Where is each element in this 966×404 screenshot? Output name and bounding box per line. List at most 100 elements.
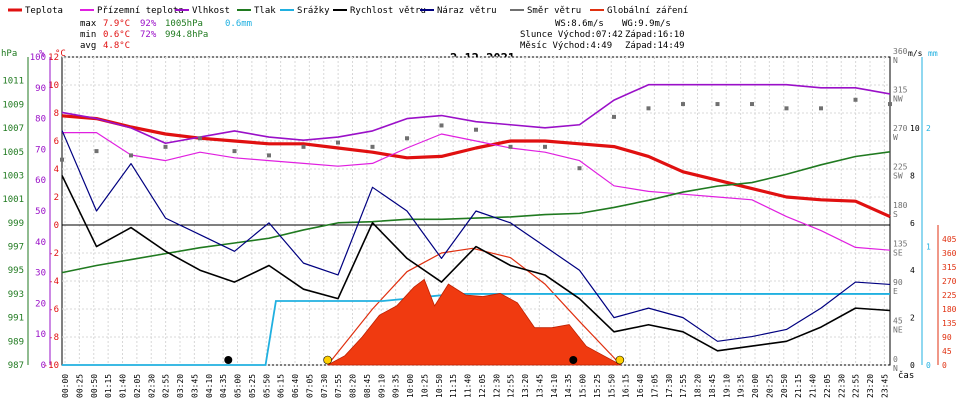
dir-tick-label: N: [893, 364, 898, 373]
x-tick-label: 16:15: [622, 374, 631, 398]
temp-tick-label: -10: [43, 361, 59, 371]
x-tick-label: 05:00: [234, 374, 243, 398]
legend-label: Tlak: [254, 6, 276, 16]
x-tick-label: 21:15: [794, 374, 803, 398]
rad-tick-label: 90: [942, 333, 952, 342]
dir-tick-label: 180: [893, 201, 908, 210]
pct-tick-label: 90: [35, 84, 46, 94]
x-tick-label: 03:45: [190, 374, 199, 398]
dir-tick-label: S: [893, 210, 898, 219]
dir-tick-label: 315: [893, 86, 908, 95]
pct-tick-label: 100: [30, 53, 46, 63]
x-tick-label: 16:40: [636, 374, 645, 398]
pct-tick-label: 50: [35, 207, 46, 217]
pct-tick-label: 30: [35, 269, 46, 279]
dir-tick-label: N: [893, 56, 898, 65]
rad-tick-label: 0: [942, 361, 947, 370]
wind-direction-point: [198, 136, 202, 141]
x-tick-label: 17:05: [650, 374, 659, 398]
wind-direction-point: [370, 144, 375, 149]
x-tick-label: 13:45: [535, 374, 544, 398]
dir-tick-label: 90: [893, 278, 903, 287]
hpa-tick-label: 989: [8, 337, 24, 347]
sun-marker: [615, 355, 625, 365]
wind-direction-point: [612, 114, 616, 119]
moon-marker: [569, 356, 578, 364]
axis-unit-label: °C: [55, 49, 66, 59]
x-tick-label: 12:05: [478, 374, 487, 398]
x-tick-label: 05:25: [248, 374, 257, 398]
temp-tick-label: 4: [54, 165, 59, 175]
astro-sun: Slunce Východ:07:42: [520, 30, 623, 40]
legend-item: Vlhkost: [175, 6, 230, 16]
hpa-tick-label: 1011: [2, 77, 24, 87]
temp-tick-label: 12: [48, 53, 59, 63]
dir-tick-label: SE: [893, 249, 903, 258]
x-tick-label: 03:20: [176, 374, 185, 398]
x-tick-label: 06:40: [291, 374, 300, 398]
temp-tick-label: 6: [54, 137, 59, 147]
x-tick-label: 12:55: [507, 374, 516, 398]
legend-item: Tlak: [237, 6, 276, 16]
wind-direction-point: [853, 97, 858, 102]
x-tick-label: 00:50: [90, 374, 99, 398]
x-tick-label: 02:30: [147, 374, 156, 398]
legend-item: Přízemní teplota: [80, 6, 184, 16]
legend-label: Vlhkost: [192, 6, 230, 16]
mm-tick-label: 0: [926, 361, 931, 370]
wind-direction-point: [646, 106, 651, 111]
x-tick-label: 10:00: [406, 374, 415, 398]
wind-tick-label: 6: [910, 219, 915, 228]
stats-min-press: 994.8hPa: [165, 30, 208, 40]
x-axis-label: čas: [898, 370, 914, 381]
stats-min-hum: 72%: [140, 30, 157, 40]
x-tick-label: 10:25: [420, 374, 429, 398]
x-tick-label: 07:30: [320, 374, 329, 398]
wind-tick-label: 8: [910, 171, 915, 180]
x-tick-label: 21:40: [809, 374, 818, 398]
legend-label: Globální záření: [607, 6, 688, 16]
x-tick-label: 13:20: [521, 374, 530, 398]
hpa-tick-label: 997: [8, 243, 24, 253]
legend: Teplota Přízemní teplota Vlhkost Tlak Sr…: [8, 6, 688, 16]
pct-tick-label: 80: [35, 115, 46, 125]
hpa-tick-label: 1009: [2, 100, 24, 110]
astro-sun-set: Západ:16:10: [625, 30, 685, 40]
rad-tick-label: 225: [942, 291, 957, 300]
series-line: [61, 130, 891, 342]
wind-direction-point: [163, 144, 168, 149]
x-tick-label: 15:00: [579, 374, 588, 398]
legend-label: Směr větru: [527, 6, 581, 16]
mm-tick-label: 2: [926, 124, 931, 133]
wind-direction-point: [94, 149, 99, 154]
x-tick-label: 00:00: [61, 374, 70, 398]
legend-item: Náraz větru: [420, 6, 497, 16]
wind-direction-point: [888, 102, 892, 107]
legend-item: Směr větru: [510, 6, 581, 16]
wind-direction-point: [405, 136, 409, 141]
wind-tick-label: 0: [910, 361, 915, 370]
wind-tick-label: 10: [910, 124, 920, 133]
x-axis: 00:00 00:25 00:50 01:15 01:40 02:05 02:30 02:55…: [61, 374, 889, 398]
temp-tick-label: 8: [54, 109, 59, 119]
series-line: [61, 175, 891, 352]
x-tick-label: 08:45: [363, 374, 372, 398]
pct-tick-label: 10: [35, 330, 46, 340]
dir-tick-label: 135: [893, 240, 908, 249]
x-tick-label: 07:55: [334, 374, 343, 398]
wind-direction-point: [819, 106, 823, 111]
moon-marker: [224, 356, 233, 364]
wind-direction-point: [267, 153, 271, 158]
x-tick-label: 04:10: [205, 374, 214, 398]
x-tick-label: 02:55: [162, 374, 171, 398]
mm-tick-label: 1: [926, 243, 931, 252]
x-tick-label: 17:55: [679, 374, 688, 398]
rad-tick-label: 405: [942, 235, 957, 244]
dir-tick-label: 0: [893, 355, 898, 364]
wind-direction-point: [750, 102, 754, 107]
axis-unit-label: hPa: [1, 49, 17, 59]
wind-direction-point: [336, 140, 340, 145]
hpa-tick-label: 1007: [2, 124, 24, 134]
wind-direction-point: [715, 102, 720, 107]
